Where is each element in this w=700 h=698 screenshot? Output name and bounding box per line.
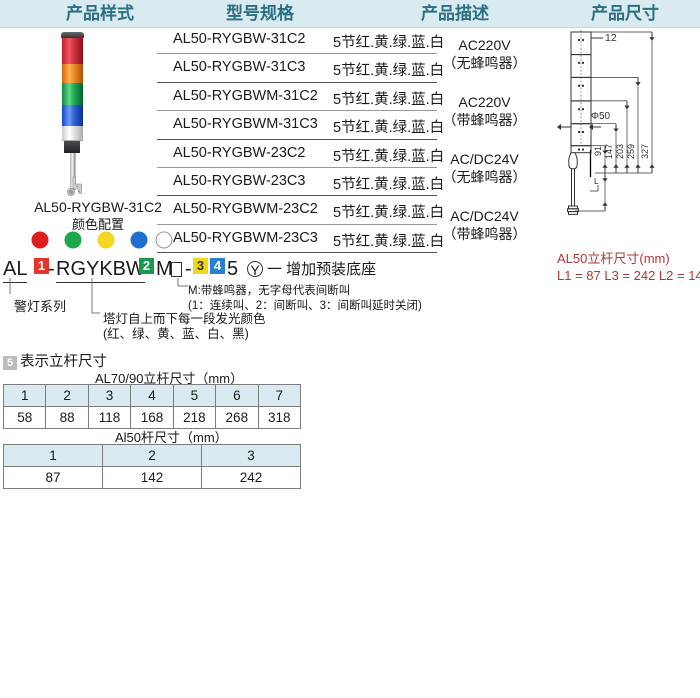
svg-text:203: 203 xyxy=(615,144,625,159)
svg-text:259: 259 xyxy=(626,144,636,159)
svg-text:327: 327 xyxy=(640,144,650,159)
svg-text:Φ50: Φ50 xyxy=(591,111,611,122)
svg-text:147: 147 xyxy=(604,144,614,159)
svg-text:12: 12 xyxy=(605,32,617,44)
svg-text:91: 91 xyxy=(593,146,603,156)
svg-text:L: L xyxy=(594,176,599,186)
